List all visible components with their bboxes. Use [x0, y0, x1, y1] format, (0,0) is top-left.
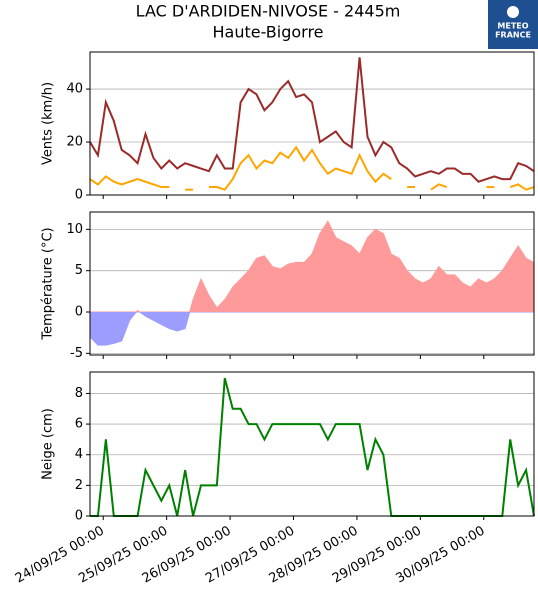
- y-axis-label: Température (°C): [41, 227, 56, 340]
- y-tick-label: 40: [66, 82, 83, 97]
- line: [208, 145, 392, 191]
- y-tick-label: -5: [70, 346, 83, 361]
- chart-subtitle: Haute-Bigorre: [212, 23, 323, 42]
- line: [89, 175, 170, 189]
- line: [90, 377, 535, 517]
- y-tick-label: 0: [75, 305, 83, 320]
- y-tick-label: 8: [75, 386, 83, 401]
- logo-text: FRANCE: [495, 31, 531, 40]
- y-tick-label: 4: [75, 447, 83, 462]
- area-above: [90, 220, 534, 313]
- line: [430, 183, 448, 191]
- area-below: [90, 312, 534, 346]
- line: [509, 183, 535, 191]
- plot-frame: [89, 371, 535, 517]
- plot-frame: [89, 211, 535, 356]
- line: [89, 57, 535, 183]
- y-tick-label: 5: [75, 263, 83, 278]
- y-tick-label: 0: [75, 188, 83, 203]
- y-tick-label: 6: [75, 417, 83, 432]
- logo-text: METEO: [497, 22, 528, 31]
- y-tick-label: 0: [75, 509, 83, 524]
- y-tick-label: 20: [66, 135, 83, 150]
- logo-icon: [507, 6, 519, 18]
- y-tick-label: 10: [66, 222, 83, 237]
- y-axis-label: Vents (km/h): [41, 82, 56, 165]
- y-tick-label: 2: [75, 478, 83, 493]
- y-axis-label: Neige (cm): [41, 408, 56, 480]
- plot-frame: [89, 51, 535, 196]
- chart-title: LAC D'ARDIDEN-NIVOSE - 2445m: [136, 2, 401, 21]
